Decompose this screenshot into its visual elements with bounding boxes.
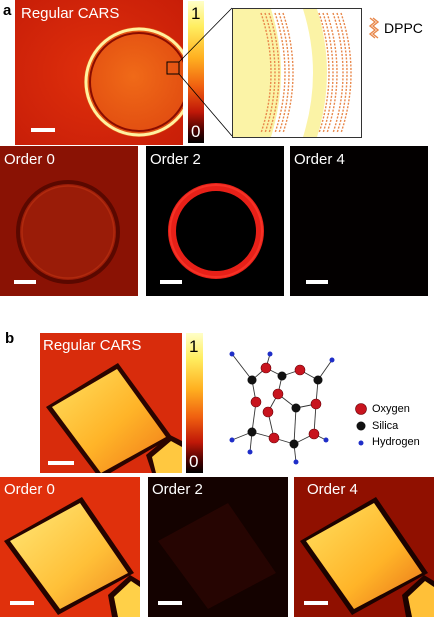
panel-b-colorbar-min: 0 (189, 452, 198, 472)
panel-a-order2-label: Order 2 (150, 151, 201, 168)
panel-b-order0-image (0, 477, 140, 617)
panel-b-order2-image (148, 477, 288, 617)
silica-legend-icon (355, 420, 367, 432)
panel-b-colorbar-max: 1 (189, 337, 198, 357)
silica-legend-label: Silica (372, 420, 398, 432)
panel-a-bilayer-inset (232, 8, 362, 138)
panel-a-order2-image (146, 146, 284, 296)
hydrogen-legend-label: Hydrogen (372, 436, 420, 448)
oxygen-legend-label: Oxygen (372, 403, 410, 415)
panel-b-order0-label: Order 0 (4, 481, 55, 498)
panel-b-letter: b (5, 330, 14, 347)
panel-a-order0-label: Order 0 (4, 151, 55, 168)
silica-molecule-diagram (222, 340, 342, 470)
panel-a-order0-image (0, 146, 138, 296)
oxygen-legend-icon (354, 402, 368, 416)
panel-b-order2-label: Order 2 (152, 481, 203, 498)
panel-b-order4-image (294, 477, 434, 617)
dppc-label: DPPC (384, 20, 423, 36)
panel-b-order4-label: Order 4 (307, 481, 358, 498)
dppc-molecule-icon (367, 16, 379, 40)
bilayer-schematic (233, 9, 361, 137)
panel-b-regular-cars-label: Regular CARS (43, 337, 141, 354)
hydrogen-legend-icon (357, 439, 365, 447)
panel-b-regular-cars-image (40, 333, 182, 473)
panel-a-order4-image (290, 146, 428, 296)
panel-a-order4-label: Order 4 (294, 151, 345, 168)
